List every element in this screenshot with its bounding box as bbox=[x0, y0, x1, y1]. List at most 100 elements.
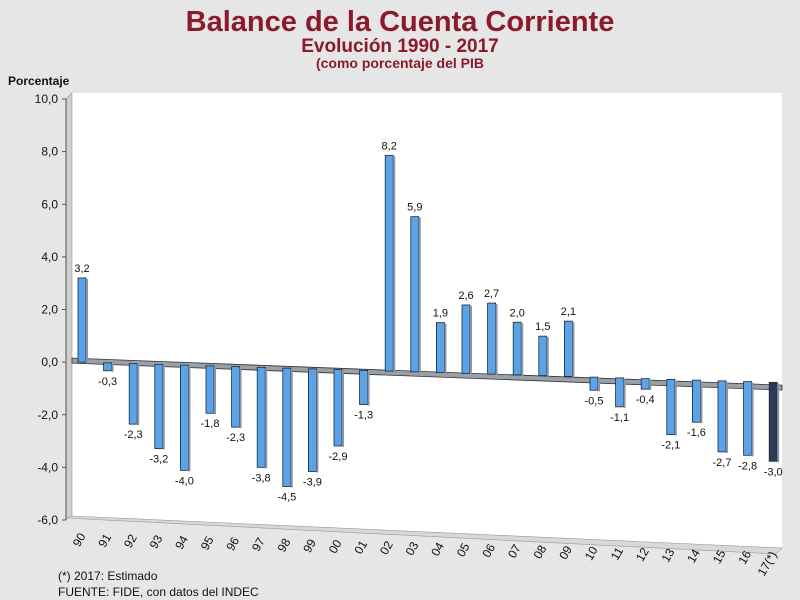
x-tick-label: 99 bbox=[300, 536, 319, 555]
zero-baseline bbox=[71, 357, 783, 391]
x-tick-label: 13 bbox=[659, 546, 678, 565]
x-tick-label: 16 bbox=[735, 548, 754, 567]
x-tick-label: 92 bbox=[121, 532, 140, 551]
bar-side bbox=[393, 156, 396, 373]
x-tick-label: 10 bbox=[582, 544, 601, 563]
bar-12 bbox=[640, 378, 650, 390]
data-label: -1,8 bbox=[201, 418, 220, 430]
data-label: -2,3 bbox=[226, 432, 245, 444]
bar bbox=[743, 381, 754, 457]
bar-side bbox=[265, 368, 268, 469]
y-tick-label: 6,0 bbox=[41, 197, 58, 211]
bar-side bbox=[444, 323, 447, 374]
x-tick-label: 09 bbox=[556, 543, 575, 562]
data-label: 1,9 bbox=[433, 308, 448, 320]
x-tick-label: 04 bbox=[428, 540, 447, 559]
bar bbox=[77, 277, 88, 364]
bar-11 bbox=[615, 377, 624, 408]
x-tick-label: 14 bbox=[684, 546, 703, 565]
bar-side bbox=[214, 366, 216, 415]
bar bbox=[589, 376, 600, 392]
bar-side bbox=[726, 381, 728, 453]
bar bbox=[435, 322, 447, 374]
y-tick-label: 10,0 bbox=[35, 92, 59, 106]
chart-title: Balance de la Cuenta Corriente bbox=[185, 6, 615, 38]
bar bbox=[359, 369, 370, 406]
y-tick-label: -2,0 bbox=[37, 408, 58, 422]
bar bbox=[538, 335, 549, 377]
x-tick-label: 95 bbox=[198, 534, 217, 553]
chart-subtitle: Evolución 1990 - 2017 bbox=[301, 36, 499, 57]
bar bbox=[564, 320, 575, 378]
x-tick-label: 06 bbox=[479, 541, 498, 560]
bar-side bbox=[137, 364, 140, 426]
bar-15 bbox=[717, 380, 727, 453]
bar bbox=[231, 366, 242, 429]
bar-side bbox=[495, 304, 498, 376]
x-tick-label: 96 bbox=[223, 534, 242, 553]
bar bbox=[154, 363, 165, 450]
bar-97 bbox=[256, 366, 266, 468]
y-tick-label: 8,0 bbox=[41, 145, 58, 159]
data-label: -3,9 bbox=[303, 476, 322, 488]
data-label: -0,3 bbox=[98, 376, 117, 388]
x-tick-label: 00 bbox=[326, 537, 345, 556]
bar bbox=[205, 365, 216, 415]
bar bbox=[410, 216, 421, 373]
bar-96 bbox=[231, 366, 241, 428]
bar-08 bbox=[538, 335, 548, 377]
x-tick-label: 90 bbox=[70, 530, 89, 549]
bar-91 bbox=[103, 362, 112, 372]
data-label: -3,0 bbox=[764, 466, 783, 478]
bar-side bbox=[86, 278, 88, 364]
x-tick-label: 08 bbox=[531, 542, 550, 561]
x-tick-label: 98 bbox=[275, 536, 294, 555]
bar-side bbox=[546, 337, 549, 377]
bar-93 bbox=[154, 363, 164, 449]
data-label: -4,5 bbox=[277, 492, 296, 504]
data-label: 1,5 bbox=[535, 321, 550, 333]
bar bbox=[615, 377, 626, 408]
bar bbox=[103, 362, 114, 372]
y-tick-label: 4,0 bbox=[41, 250, 58, 264]
y-tick-label: -6,0 bbox=[37, 513, 58, 527]
bar-side bbox=[649, 379, 652, 391]
bar-04 bbox=[435, 322, 445, 374]
bar-side bbox=[342, 370, 344, 447]
data-label: -3,8 bbox=[252, 472, 271, 484]
data-label: 5,9 bbox=[407, 202, 422, 214]
bar-side bbox=[777, 383, 780, 463]
bar-99 bbox=[307, 368, 317, 472]
bar-side bbox=[162, 365, 165, 450]
bar-05 bbox=[461, 304, 471, 374]
bar-side bbox=[623, 378, 626, 408]
bar-10 bbox=[589, 376, 599, 391]
bar-13 bbox=[666, 378, 676, 436]
bar bbox=[692, 379, 703, 424]
x-tick-label: 94 bbox=[172, 533, 191, 552]
data-label: -1,6 bbox=[687, 427, 706, 439]
bar-side bbox=[572, 322, 575, 378]
data-label: -2,1 bbox=[661, 440, 680, 452]
estimate-note: (*) 2017: Estimado bbox=[58, 569, 158, 583]
data-label: -2,9 bbox=[329, 451, 348, 463]
bar-06 bbox=[487, 302, 497, 375]
x-tick-label: 02 bbox=[377, 538, 396, 557]
bar bbox=[333, 369, 344, 447]
bar-side bbox=[239, 367, 242, 429]
bar bbox=[282, 367, 293, 488]
data-label: 3,2 bbox=[74, 263, 89, 275]
bar bbox=[179, 364, 191, 472]
bar-side bbox=[521, 323, 524, 376]
bar-side bbox=[367, 371, 370, 406]
bar-side bbox=[111, 363, 114, 372]
plot-left-wall bbox=[65, 92, 73, 519]
bar-90 bbox=[77, 277, 87, 363]
x-tick-label: 93 bbox=[147, 532, 166, 551]
bar-95 bbox=[205, 365, 215, 414]
data-label: -4,0 bbox=[175, 475, 194, 487]
x-tick-label: 05 bbox=[454, 540, 473, 559]
y-axis-label: Porcentaje bbox=[8, 74, 70, 88]
data-label: -2,3 bbox=[124, 429, 143, 441]
